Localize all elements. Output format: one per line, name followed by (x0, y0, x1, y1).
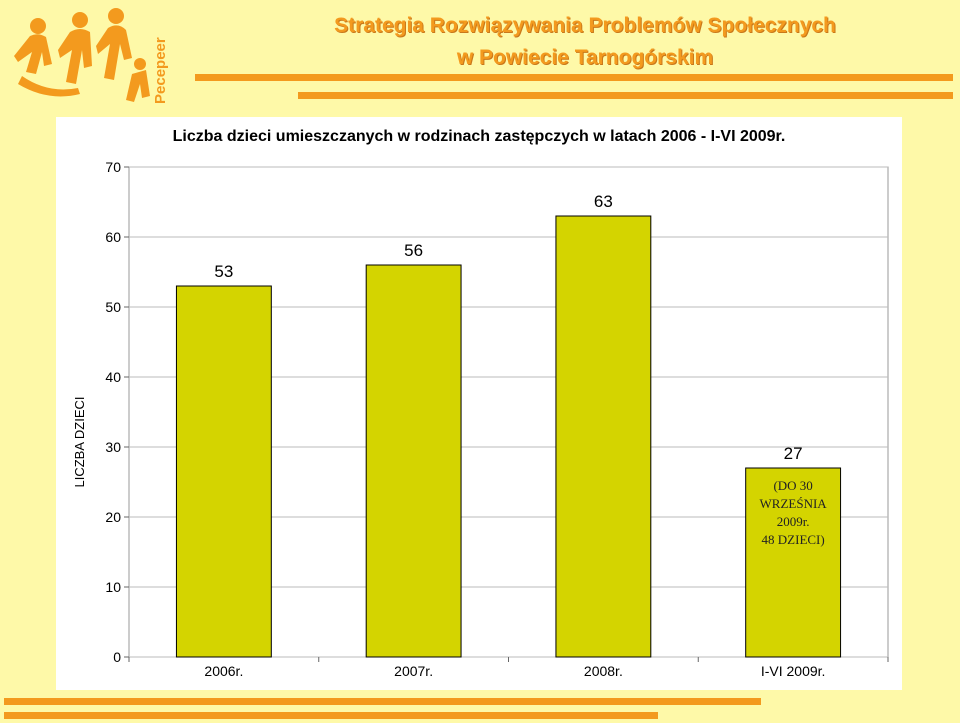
page-title: Strategia Rozwiązywania Problemów Społec… (230, 10, 940, 74)
y-tick-label: 70 (105, 159, 121, 175)
header-divider-bottom (298, 92, 953, 99)
chart-title: Liczba dzieci umieszczanych w rodzinach … (173, 128, 786, 145)
header-divider-top (195, 74, 953, 81)
chart-bars (175, 215, 842, 658)
bar (745, 467, 842, 658)
bar-annotation-line: (DO 30 (773, 478, 812, 493)
x-tick-label: 2007r. (394, 663, 433, 679)
bar-annotation-line: 2009r. (777, 514, 810, 529)
bar (555, 215, 652, 658)
logo-text: Pecepeer (152, 37, 169, 104)
data-label: 53 (214, 262, 233, 281)
y-tick-label: 30 (105, 439, 121, 455)
chart-labels: 0 10 20 30 40 50 60 70 2006r. 53 2007r. 56 2008r. 63 I… (105, 159, 827, 679)
data-label: 27 (784, 444, 803, 463)
y-tick-label: 10 (105, 579, 121, 595)
chart-panel: Liczba dzieci umieszczanych w rodzinach … (56, 117, 902, 690)
data-label: 63 (594, 192, 613, 211)
bar-annotation-line: WRZEŚNIA (760, 496, 828, 511)
y-tick-label: 20 (105, 509, 121, 525)
footer-divider-top (4, 698, 761, 705)
x-tick-label: 2008r. (584, 663, 623, 679)
x-tick-label: I-VI 2009r. (761, 663, 826, 679)
footer-divider-bottom (4, 712, 658, 719)
data-label: 56 (404, 241, 423, 260)
bar (175, 285, 272, 658)
bar (365, 264, 462, 658)
bar-annotation-line: 48 DZIECI) (762, 532, 825, 547)
y-tick-label: 50 (105, 299, 121, 315)
page-title-line1: Strategia Rozwiązywania Problemów Społec… (334, 14, 836, 37)
y-tick-label: 60 (105, 229, 121, 245)
page-title-line2: w Powiecie Tarnogórskim (456, 46, 714, 69)
y-tick-label: 0 (113, 649, 121, 665)
logo-figures-icon (14, 8, 150, 102)
x-tick-label: 2006r. (204, 663, 243, 679)
y-axis-label: LICZBA DZIECI (72, 396, 87, 487)
bar-chart: Liczba dzieci umieszczanych w rodzinach … (72, 128, 889, 679)
logo: Pecepeer (14, 8, 169, 104)
y-tick-label: 40 (105, 369, 121, 385)
